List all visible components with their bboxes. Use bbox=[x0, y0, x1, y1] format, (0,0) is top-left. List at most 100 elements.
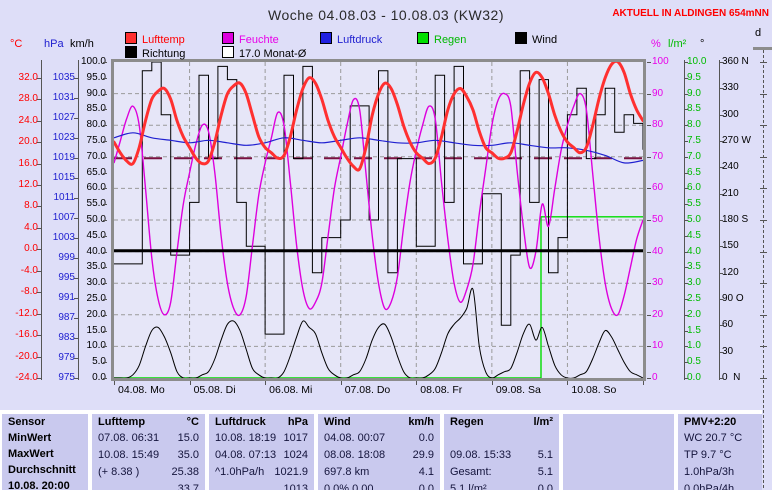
axis-tick-mark bbox=[37, 99, 41, 101]
table-header-cell: Sensor bbox=[2, 414, 88, 430]
axis-tick-label: 4.0 bbox=[24, 221, 38, 233]
table-header-cell: Wind km/h bbox=[318, 414, 440, 430]
axis-tick-mark bbox=[74, 217, 78, 219]
legend-item-lufttemp: Lufttemp bbox=[125, 32, 185, 46]
axis-tick-label: 90.0 bbox=[86, 87, 106, 99]
right-edge-tick-mark bbox=[760, 283, 767, 285]
page-title: Woche 04.08.03 - 10.08.03 (KW32) bbox=[268, 7, 504, 23]
axis-tick-mark bbox=[647, 62, 651, 63]
axis-tick-label: 3.0 bbox=[687, 277, 701, 289]
cell-text: Durchschnitt bbox=[8, 464, 76, 476]
cell-text: Lufttemp bbox=[98, 416, 146, 428]
cell-value: 29.9 bbox=[412, 449, 434, 461]
location-alert-text: AKTUELL IN ALDINGEN 654mNN bbox=[612, 8, 769, 19]
axis-tick-label: 0 N bbox=[722, 372, 741, 383]
cell-text: Wind bbox=[324, 416, 351, 428]
right-edge-tick-mark bbox=[760, 220, 767, 221]
table-row: 697.8 km 4.1 bbox=[318, 464, 440, 481]
axis-tick-mark bbox=[684, 220, 688, 221]
cell-text: 07.08. 06:31 bbox=[98, 432, 160, 444]
axis-tick-label: 8.5 bbox=[687, 103, 701, 115]
x-axis-day-label: 10.08. So bbox=[571, 384, 617, 396]
legend-swatch-icon bbox=[125, 32, 137, 44]
table-row: 0.0hPa/4h bbox=[678, 481, 762, 490]
axis-tick-mark bbox=[719, 114, 723, 116]
table-row: 0.0% 0.00 0.0 bbox=[318, 481, 440, 490]
table-row-labels-column: Sensor MinWert MaxWert Durchschnitt 10.08. 2… bbox=[2, 414, 88, 490]
axis-tick-mark bbox=[684, 362, 688, 364]
table-column-regen: Regen l/m² 09.08. 15:33 5.1 Gesamt: 5.1 5.1 l/… bbox=[444, 414, 559, 490]
x-axis-tick-mark bbox=[643, 381, 644, 385]
axis-tick-label: 1023 bbox=[52, 131, 75, 143]
cell-value: km/h bbox=[408, 416, 434, 428]
axis-tick-mark bbox=[74, 77, 78, 79]
legend-swatch-icon bbox=[125, 46, 137, 58]
axis-tick-label: -8.0 bbox=[20, 286, 38, 298]
table-row: 10.08. 15:49 35.0 bbox=[92, 447, 205, 464]
axis-tick-label: 10.0 bbox=[86, 340, 106, 352]
axis-tick-mark bbox=[684, 156, 688, 158]
axis-tick-label: 1015 bbox=[52, 171, 75, 183]
table-row bbox=[563, 430, 674, 447]
axis-tick-label: 1011 bbox=[53, 191, 75, 203]
cell-text: 10.08. 20:00 bbox=[8, 480, 70, 490]
axis-tick-mark bbox=[103, 251, 107, 253]
table-row-label: MaxWert bbox=[2, 446, 88, 462]
axis-tick-label: 0.5 bbox=[687, 356, 701, 368]
right-edge-axis-unit: d bbox=[755, 27, 762, 39]
axis-tick-label: 32.0 bbox=[18, 71, 38, 83]
axis-tick-label: 8.0 bbox=[687, 119, 701, 131]
axis-tick-label: 360 N bbox=[722, 56, 749, 67]
axis-tick-mark bbox=[103, 362, 107, 364]
axis-tick-label: -12.0 bbox=[15, 307, 38, 319]
table-row: 04.08. 07:13 1024 bbox=[209, 447, 314, 464]
right-edge-tick-mark bbox=[760, 188, 767, 190]
cell-text: 10.08. 18:19 bbox=[215, 432, 277, 444]
axis-tick-mark bbox=[103, 141, 107, 142]
table-header-cell: Lufttemp °C bbox=[92, 414, 205, 430]
axis-tick-label: 991 bbox=[58, 291, 75, 303]
axis-tick-label: 9.0 bbox=[687, 87, 701, 99]
axis-tick-label: 210 bbox=[722, 187, 739, 199]
right-edge-tick-mark bbox=[760, 156, 767, 158]
axis-tick-label: 6.0 bbox=[687, 182, 701, 194]
axis-tick-label: 2.0 bbox=[687, 308, 701, 320]
axis-tick-mark bbox=[684, 267, 688, 269]
series-regen bbox=[114, 216, 643, 378]
axis-tick-mark bbox=[647, 378, 651, 379]
series-wind bbox=[114, 287, 643, 378]
axis-tick-label: 65.0 bbox=[86, 166, 106, 178]
cell-value: hPa bbox=[287, 416, 308, 428]
axis-tick-label: 30.0 bbox=[86, 277, 106, 289]
axis-tick-mark bbox=[103, 156, 107, 158]
axis-tick-mark bbox=[684, 141, 688, 142]
series-feuchte bbox=[114, 92, 643, 317]
axis-tick-label: 1035 bbox=[52, 71, 75, 83]
axis-tick-mark bbox=[103, 188, 107, 190]
x-axis-tick-mark bbox=[340, 381, 342, 385]
axis-tick-label: 999 bbox=[58, 251, 75, 263]
axis-tick-mark bbox=[103, 299, 107, 300]
table-row bbox=[563, 447, 674, 464]
cell-value: °C bbox=[186, 416, 199, 428]
axis-tick-label: 45.0 bbox=[86, 229, 106, 241]
axis-tick-mark bbox=[684, 299, 688, 300]
table-column-lufttemp: Lufttemp °C 07.08. 06:31 15.0 10.08. 15:49 35… bbox=[92, 414, 205, 490]
right-edge-axis-line bbox=[763, 50, 764, 488]
axis-tick-label: 0.0 bbox=[92, 372, 106, 383]
cell-value: 0.0 bbox=[537, 483, 553, 490]
axis-unit-1-left: hPa bbox=[44, 38, 64, 50]
table-column-luftdruck: Luftdruck hPa 10.08. 18:19 1017 04.08. 07:13… bbox=[209, 414, 314, 490]
axis-tick-mark bbox=[647, 251, 651, 253]
axis-tick-mark bbox=[37, 356, 41, 358]
axis-tick-mark bbox=[647, 314, 651, 316]
axis-tick-label: 55.0 bbox=[86, 198, 106, 210]
series-lufttemp bbox=[114, 62, 643, 172]
axis-tick-mark bbox=[103, 330, 107, 332]
right-edge-tick-mark bbox=[760, 93, 767, 95]
table-row: 07.08. 06:31 15.0 bbox=[92, 430, 205, 447]
axis-tick-mark bbox=[37, 249, 41, 251]
axis-unit-0-left: °C bbox=[10, 38, 23, 50]
axis-tick-mark bbox=[719, 246, 723, 248]
legend-swatch-icon bbox=[222, 32, 234, 44]
